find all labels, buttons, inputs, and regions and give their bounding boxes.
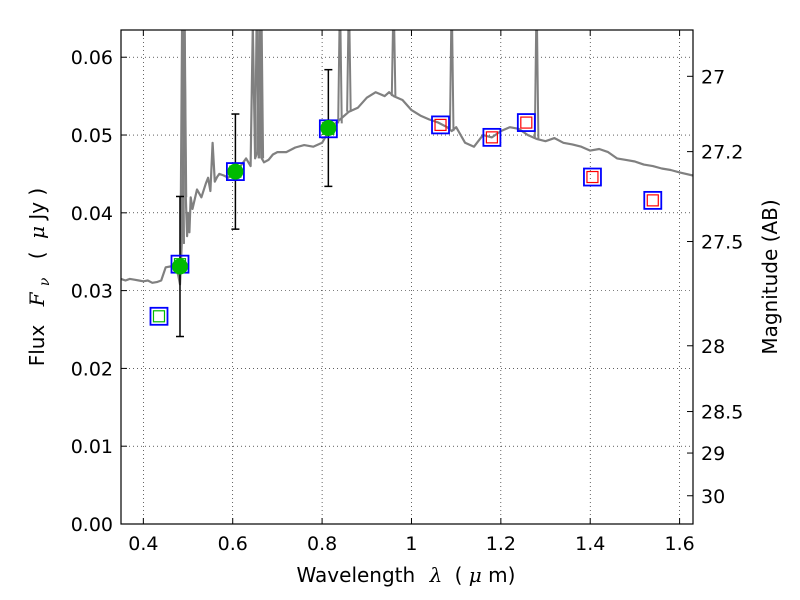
y2-tick-label: 27.5 — [701, 232, 743, 254]
x-tick-label: 0.8 — [307, 533, 337, 555]
y-axis-label-unit-rest: Jy ) — [25, 188, 49, 222]
plot-background — [121, 30, 693, 524]
model-photometry-red-inner — [434, 118, 447, 132]
emission-line-spike — [448, 30, 455, 132]
y-tick-label: 0.04 — [71, 203, 113, 225]
observed-point — [227, 163, 244, 180]
y2-axis-label: Magnitude (AB) — [758, 199, 782, 354]
model-photometry-red-inner — [520, 116, 533, 129]
y2-tick-label: 29 — [701, 443, 725, 465]
x-tick-label: 0.4 — [128, 533, 158, 555]
emission-line-spike — [254, 30, 260, 159]
model-photometry-red-outer — [431, 115, 450, 135]
x-axis-label-unit-rest: m) — [488, 563, 515, 587]
x-axis-label-unit-mu: μ — [469, 563, 482, 587]
model-photometry-red-outer — [482, 127, 502, 147]
y-axis-label: Flux F ν ( μ Jy ) — [25, 188, 54, 367]
observed-point — [171, 258, 188, 275]
x-tick-label: 1 — [405, 533, 417, 555]
y-tick-label: 0.06 — [71, 47, 113, 69]
x-tick-label: 0.6 — [218, 533, 248, 555]
model-photometry-red-inner — [586, 170, 599, 184]
y-axis-label-prefix: Flux — [25, 325, 49, 367]
plot-frame — [120, 29, 694, 525]
y-tick-label: 0.05 — [71, 125, 113, 147]
x-axis-label-prefix: Wavelength — [297, 563, 416, 587]
y2-tick-label: 27.2 — [701, 142, 743, 164]
y-axis-label-symbol: F — [25, 291, 49, 307]
model-photometry-green-outer — [149, 306, 169, 326]
marker-layer — [149, 68, 663, 338]
emission-line-spike — [346, 30, 352, 112]
emission-line-spike — [533, 30, 540, 139]
emission-line-spike — [258, 30, 265, 159]
x-tick-label: 1.4 — [575, 533, 605, 555]
y-axis-label-unit-open: ( — [25, 251, 49, 259]
model-photometry-red-outer — [583, 167, 602, 187]
y-tick-label: 0.00 — [71, 514, 113, 536]
y-tick-label: 0.02 — [71, 358, 113, 380]
emission-line-spike — [181, 30, 188, 198]
y2-tick-label: 28.5 — [701, 402, 743, 424]
model-photometry-green-outer — [225, 162, 245, 181]
y2-tick-label: 30 — [701, 486, 725, 508]
x-tick-label: 1.6 — [664, 533, 694, 555]
x-axis-label: Wavelength λ ( μ m) — [297, 563, 516, 587]
y-tick-label: 0.01 — [71, 436, 113, 458]
y2-tick-label: 27 — [701, 66, 725, 88]
y-tick-label: 0.03 — [71, 281, 113, 303]
y2-tick-label: 28 — [701, 336, 725, 358]
y-axis-label-symbol-sub: ν — [37, 277, 53, 286]
x-axis-label-symbol: λ — [429, 563, 443, 587]
emission-line-spike — [390, 30, 397, 97]
emission-line-spike — [337, 30, 343, 124]
model-photometry-green-inner — [152, 310, 166, 323]
x-axis-label-unit-open: ( — [455, 563, 463, 587]
ticks: 0.4 0.6 0.8 1 1.2 1.4 1.6 0.00 0.01 0.02 0.03 0.04 0… — [71, 30, 743, 555]
y-axis-label-unit-mu: μ — [25, 226, 49, 239]
model-photometry-red-inner — [485, 131, 499, 144]
model-photometry-red-inner — [646, 194, 659, 207]
observed-point — [320, 120, 337, 137]
data-layer — [121, 30, 693, 286]
model-photometry-red-outer — [516, 113, 536, 132]
model-photometry-red-outer — [643, 190, 663, 210]
x-tick-label: 1.2 — [486, 533, 516, 555]
